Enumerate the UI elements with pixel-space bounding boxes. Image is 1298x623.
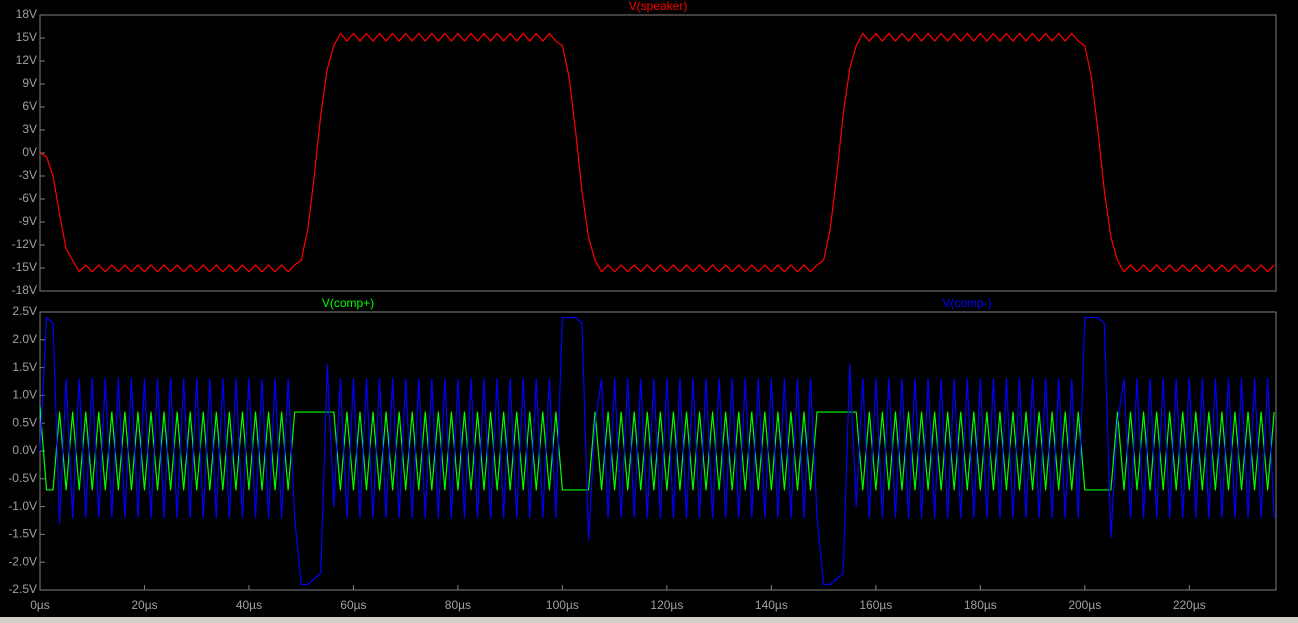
y-tick-label: 1.0V: [12, 388, 37, 402]
y-tick-label: -1.0V: [8, 499, 37, 513]
legend-label: V(speaker): [629, 0, 688, 13]
y-tick-label: 1.5V: [12, 360, 37, 374]
x-tick-label: 160µs: [859, 598, 892, 612]
y-tick-label: 2.0V: [12, 332, 37, 346]
y-tick-label: 3V: [22, 122, 37, 136]
y-tick-label: 9V: [22, 76, 37, 90]
x-tick-label: 60µs: [340, 598, 366, 612]
y-tick-label: -15V: [12, 260, 37, 274]
y-tick-label: 15V: [16, 30, 37, 44]
x-tick-label: 100µs: [546, 598, 579, 612]
x-tick-label: 0µs: [30, 598, 50, 612]
legend-label: V(comp-): [942, 296, 991, 310]
legend-label: V(comp+): [322, 296, 374, 310]
x-tick-label: 120µs: [650, 598, 683, 612]
x-tick-label: 20µs: [131, 598, 157, 612]
x-tick-label: 40µs: [236, 598, 262, 612]
y-tick-label: -6V: [18, 191, 37, 205]
y-tick-label: -9V: [18, 214, 37, 228]
window-edge: [0, 617, 1298, 623]
y-tick-label: -0.5V: [8, 471, 37, 485]
y-tick-label: 2.5V: [12, 304, 37, 318]
y-tick-label: 6V: [22, 99, 37, 113]
y-tick-label: -12V: [12, 237, 37, 251]
y-tick-label: 0.5V: [12, 415, 37, 429]
x-tick-label: 220µs: [1173, 598, 1206, 612]
x-tick-label: 80µs: [445, 598, 471, 612]
y-tick-label: -3V: [18, 168, 37, 182]
x-tick-label: 140µs: [755, 598, 788, 612]
y-tick-label: -2.5V: [8, 582, 37, 596]
y-tick-label: 12V: [16, 53, 37, 67]
y-tick-label: 0.0V: [12, 443, 37, 457]
y-tick-label: 0V: [22, 145, 37, 159]
x-tick-label: 180µs: [964, 598, 997, 612]
series-line: [39, 32, 1275, 273]
y-tick-label: -2.0V: [8, 554, 37, 568]
y-tick-label: 18V: [16, 7, 37, 21]
y-tick-label: -18V: [12, 283, 37, 297]
x-tick-label: 200µs: [1068, 598, 1101, 612]
y-tick-label: -1.5V: [8, 527, 37, 541]
series-line: [39, 316, 1275, 586]
